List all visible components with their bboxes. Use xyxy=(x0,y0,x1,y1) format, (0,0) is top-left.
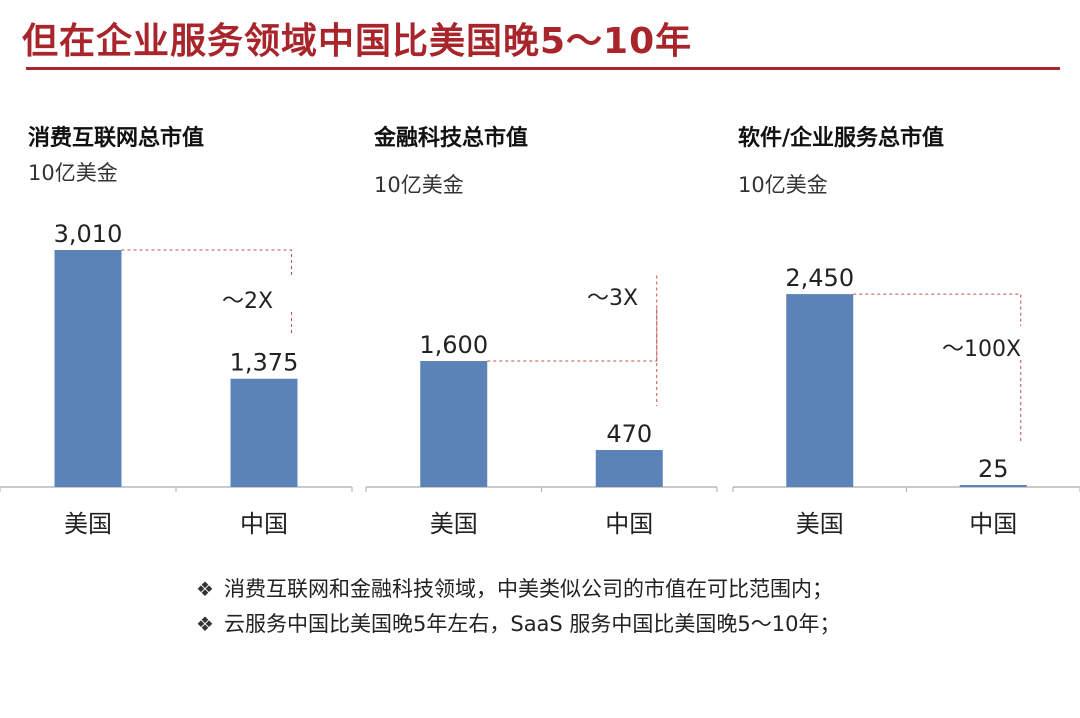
diamond-bullet-icon: ❖ xyxy=(196,577,214,601)
chart-1-title: 消费互联网总市值 xyxy=(28,126,205,151)
connector-line xyxy=(487,275,658,362)
chart-1-unit: 10亿美金 xyxy=(28,161,118,185)
bullet-item: ❖ 消费互联网和金融科技领域，中美类似公司的市值在可比范围内； xyxy=(196,572,856,607)
bar-美国 xyxy=(786,294,854,487)
data-label: 1,600 xyxy=(419,331,488,359)
bar-美国 xyxy=(54,250,122,487)
chart-3: 2,450 美国 25 中国 ～100X xyxy=(732,264,1080,538)
ratio-label: ～100X xyxy=(942,337,1021,362)
chart-3-title: 软件/企业服务总市值 xyxy=(738,126,945,151)
bullet-text: 云服务中国比美国晚5年左右，SaaS 服务中国比美国晚5～10年； xyxy=(224,612,841,636)
bar-美国 xyxy=(420,361,488,487)
data-label: 1,375 xyxy=(230,349,299,377)
category-label: 美国 xyxy=(430,510,478,538)
data-label: 25 xyxy=(978,455,1009,483)
bullet-item: ❖ 云服务中国比美国晚5年左右，SaaS 服务中国比美国晚5～10年； xyxy=(196,607,856,642)
bullet-text: 消费互联网和金融科技领域，中美类似公司的市值在可比范围内； xyxy=(224,577,833,601)
data-label: 2,450 xyxy=(785,264,854,292)
bar-中国 xyxy=(959,485,1027,487)
ratio-label: ～3X xyxy=(587,286,638,311)
category-label: 美国 xyxy=(796,510,844,538)
data-label: 3,010 xyxy=(54,220,123,248)
category-label: 中国 xyxy=(605,510,653,538)
chart-2: 1,600 美国 470 中国 ～3X xyxy=(365,275,718,538)
category-label: 中国 xyxy=(969,510,1017,538)
connector-line xyxy=(121,249,292,278)
bullet-list: ❖ 消费互联网和金融科技领域，中美类似公司的市值在可比范围内； ❖ 云服务中国比… xyxy=(196,572,856,642)
bar-charts: 3,010美国1,375中国～2X1,600美国470中国～3X2,450美国2… xyxy=(0,220,1080,538)
bar-中国 xyxy=(230,378,298,487)
connector-line xyxy=(853,293,1022,326)
chart-1: 3,010 美国 1,375 中国 ～2X xyxy=(0,220,353,538)
bar-中国 xyxy=(595,449,663,487)
category-label: 美国 xyxy=(64,510,112,538)
chart-2-title: 金融科技总市值 xyxy=(374,126,529,151)
page-title: 但在企业服务领域中国比美国晚5～10年 xyxy=(22,21,693,62)
category-label: 中国 xyxy=(240,510,288,538)
ratio-label: ～2X xyxy=(222,289,273,314)
chart-2-unit: 10亿美金 xyxy=(374,173,464,197)
chart-3-unit: 10亿美金 xyxy=(738,173,828,197)
title-divider xyxy=(26,67,1060,70)
data-label: 470 xyxy=(606,420,652,448)
diamond-bullet-icon: ❖ xyxy=(196,612,214,636)
